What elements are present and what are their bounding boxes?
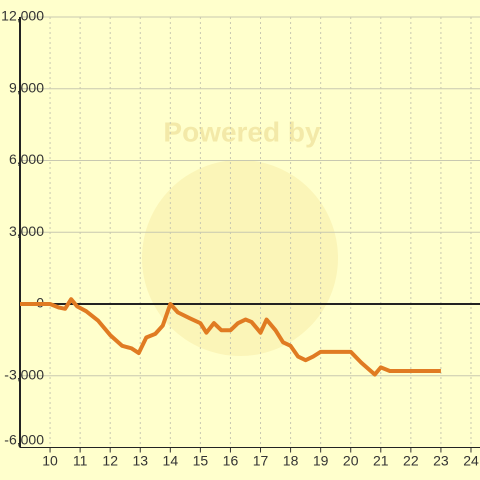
x-tick-label: 19 [313,453,329,469]
x-tick-label: 10 [42,453,58,469]
y-tick-label: -3,000 [4,366,44,382]
y-tick-label: 6,000 [9,151,44,167]
data-line [20,297,441,377]
x-tick-label: 15 [193,453,209,469]
x-tick-label: 24 [463,453,479,469]
y-tick-label: 12,000 [1,8,44,24]
watermark: Powered by [163,116,321,147]
y-tick-label: -6,000 [4,432,44,448]
x-tick-label: 18 [283,453,299,469]
x-tick-label: 12 [102,453,118,469]
y-tick-label: 9,000 [9,79,44,95]
x-tick-label: 22 [403,453,419,469]
x-tick-label: 13 [132,453,148,469]
x-tick-label: 21 [373,453,389,469]
x-tick-label: 14 [163,453,179,469]
y-tick-label: 3,000 [9,223,44,239]
x-tick-label: 11 [73,453,88,469]
x-tick-label: 16 [223,453,239,469]
watermark-logo [142,160,338,356]
x-tick-label: 17 [253,453,269,469]
x-tick-label: 23 [433,453,449,469]
x-tick-label: 20 [343,453,359,469]
